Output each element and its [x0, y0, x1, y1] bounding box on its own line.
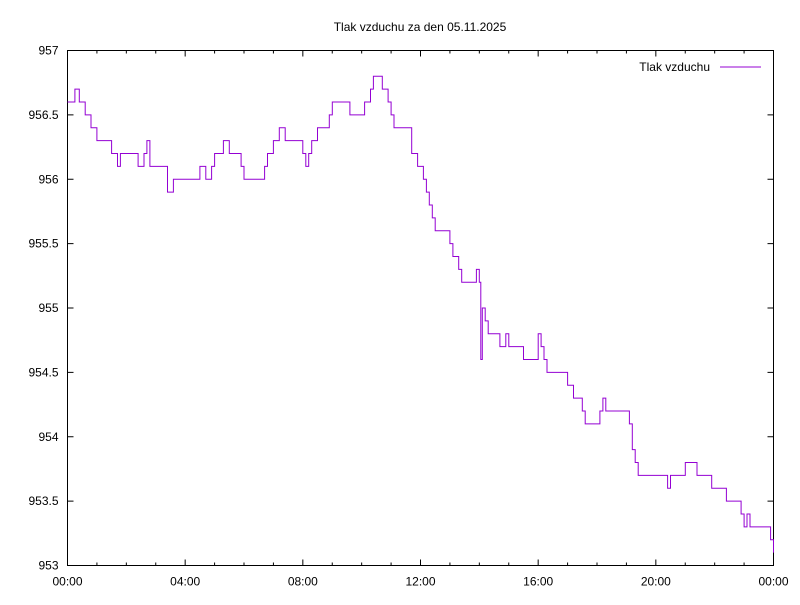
x-tick-label: 04:00	[170, 575, 200, 589]
y-tick-label: 956	[38, 172, 58, 186]
y-tick-label: 953.5	[28, 494, 58, 508]
y-axis: 953 953.5 954 954.5 955 955.5 956 956.5 957	[28, 44, 774, 573]
legend: Tlak vzduchu	[639, 60, 761, 74]
x-tick-label: 08:00	[288, 575, 318, 589]
legend-label: Tlak vzduchu	[639, 60, 710, 74]
series-group	[67, 75, 774, 553]
y-tick-label: 955	[38, 301, 58, 315]
x-tick-label: 20:00	[641, 575, 671, 589]
x-tick-label: 12:00	[405, 575, 435, 589]
y-tick-label: 954	[38, 430, 58, 444]
series-line	[67, 75, 774, 553]
y-tick-label: 957	[38, 44, 58, 58]
x-axis: 00:00 04:00 08:00 12:00 16:00 20:00 00:00	[52, 50, 789, 589]
chart-title: Tlak vzduchu za den 05.11.2025	[334, 20, 507, 34]
y-tick-label: 956.5	[28, 108, 58, 122]
y-tick-label: 953	[38, 559, 58, 573]
y-tick-label: 955.5	[28, 237, 58, 251]
x-tick-label: 00:00	[758, 575, 788, 589]
x-tick-label: 00:00	[52, 575, 82, 589]
x-tick-label: 16:00	[523, 575, 553, 589]
y-tick-label: 954.5	[28, 365, 58, 379]
